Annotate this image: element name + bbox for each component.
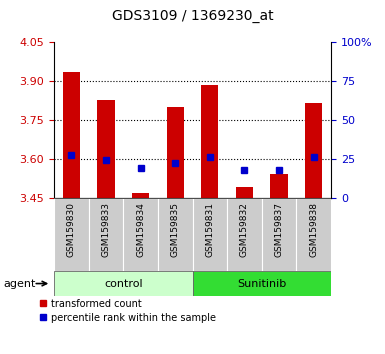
Bar: [305, 103, 323, 198]
Bar: [201, 85, 219, 198]
Bar: [167, 107, 184, 198]
Bar: [271, 173, 288, 198]
Bar: [123, 198, 158, 271]
Text: GSM159837: GSM159837: [275, 202, 284, 257]
Bar: [132, 193, 149, 198]
Bar: [158, 198, 192, 271]
Bar: [192, 198, 227, 271]
Text: GSM159838: GSM159838: [309, 202, 318, 257]
Bar: [54, 271, 192, 296]
Bar: [97, 99, 115, 198]
Text: agent: agent: [4, 279, 36, 289]
Bar: [262, 198, 296, 271]
Bar: [227, 198, 262, 271]
Text: Sunitinib: Sunitinib: [237, 279, 286, 289]
Bar: [54, 198, 89, 271]
Bar: [296, 198, 331, 271]
Text: GSM159830: GSM159830: [67, 202, 76, 257]
Text: GSM159835: GSM159835: [171, 202, 180, 257]
Bar: [89, 198, 123, 271]
Bar: [236, 187, 253, 198]
Text: GSM159832: GSM159832: [240, 202, 249, 257]
Text: GDS3109 / 1369230_at: GDS3109 / 1369230_at: [112, 9, 273, 23]
Text: GSM159833: GSM159833: [101, 202, 110, 257]
Bar: [192, 271, 331, 296]
Text: control: control: [104, 279, 142, 289]
Bar: [62, 72, 80, 198]
Legend: transformed count, percentile rank within the sample: transformed count, percentile rank withi…: [40, 299, 216, 322]
Text: GSM159834: GSM159834: [136, 202, 145, 257]
Text: GSM159831: GSM159831: [205, 202, 214, 257]
